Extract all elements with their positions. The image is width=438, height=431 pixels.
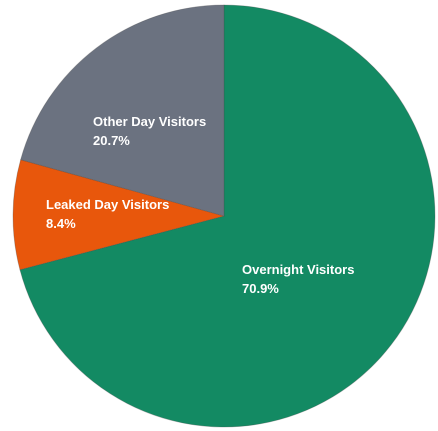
slice-value-label: 70.9%: [242, 281, 279, 296]
pie-labels: Overnight Visitors 70.9% Leaked Day Visito…: [46, 114, 354, 296]
slice-label: Other Day Visitors: [93, 114, 206, 129]
pie-slice-other-day-visitors: [20, 4, 225, 217]
slice-value-label: 20.7%: [93, 133, 130, 148]
slice-label: Overnight Visitors: [242, 262, 354, 277]
pie-slices: [12, 4, 436, 428]
pie-slice-leaked-day-visitors: [12, 159, 226, 271]
pie-slice-overnight-visitors: [19, 4, 436, 428]
slice-label: Leaked Day Visitors: [46, 197, 169, 212]
slice-value-label: 8.4%: [46, 216, 76, 231]
